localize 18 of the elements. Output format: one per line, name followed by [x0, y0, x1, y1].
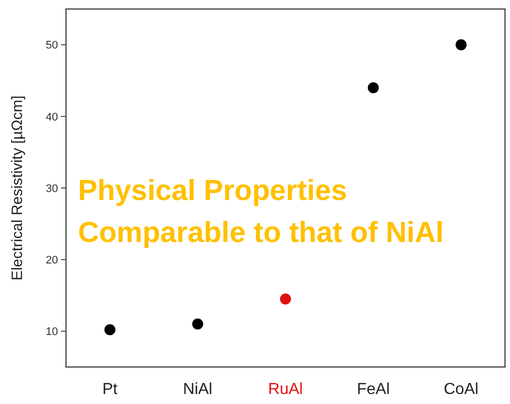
x-tick-label: FeAl [356, 381, 390, 398]
annotation: Comparable to that of NiAl [78, 217, 444, 249]
x-tick-label: NiAl [183, 381, 212, 398]
y-tick-label: 10 [46, 326, 58, 338]
y-tick-label: 30 [46, 182, 58, 195]
point [456, 39, 467, 50]
x-tick-label: Pt [102, 381, 118, 398]
point [192, 318, 204, 330]
point [280, 293, 291, 304]
annotation: Physical Properties [78, 175, 348, 207]
x-tick-label: RuAl [268, 381, 303, 398]
point [368, 82, 379, 94]
y-tick-label: 20 [46, 254, 58, 266]
x-tick-label: CoAl [444, 381, 478, 398]
y-tick-label: 40 [46, 111, 58, 124]
point [104, 324, 116, 336]
y-tick-label: 50 [46, 40, 58, 52]
y-axis-title: Electrical Resistivity [µΩcm] [9, 96, 26, 280]
